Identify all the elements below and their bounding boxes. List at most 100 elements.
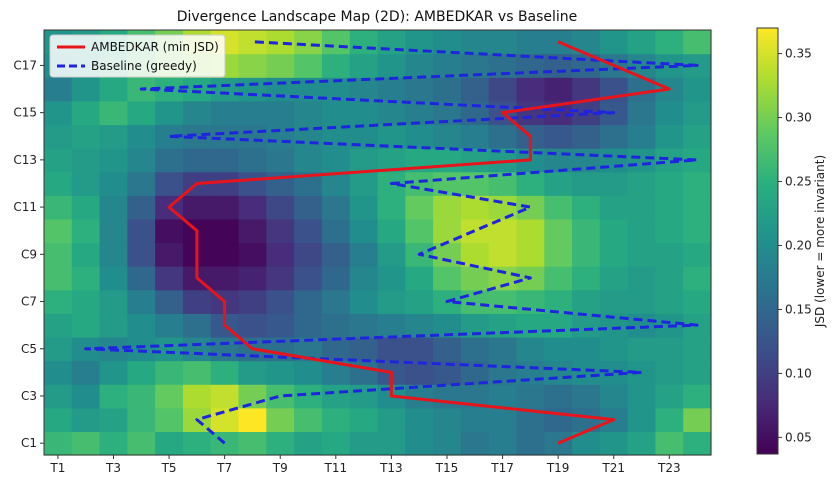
heatmap-cell	[294, 407, 323, 432]
heatmap-cell	[182, 77, 212, 102]
heatmap-cell	[349, 313, 379, 338]
heatmap-cell	[71, 77, 101, 102]
heatmap-cell	[182, 148, 212, 173]
heatmap-cell	[238, 195, 267, 220]
heatmap-cell	[599, 124, 629, 149]
heatmap-cell	[683, 195, 712, 220]
heatmap-cell	[182, 289, 212, 314]
heatmap-cell	[238, 360, 267, 385]
heatmap-cell	[266, 171, 295, 196]
heatmap-cell	[599, 384, 629, 409]
heatmap-cell	[377, 336, 406, 362]
heatmap-cell	[99, 195, 128, 220]
heatmap-cell	[294, 313, 323, 338]
heatmap-cell	[238, 407, 267, 432]
heatmap-cell	[405, 289, 434, 314]
heatmap-cell	[155, 313, 184, 338]
heatmap-cell	[127, 431, 156, 456]
heatmap-cell	[294, 266, 323, 291]
heatmap-cell	[294, 148, 323, 173]
colorbar-tick-label: 0.25	[785, 175, 812, 189]
heatmap-cell	[99, 171, 128, 196]
heatmap-cell	[182, 360, 212, 385]
heatmap-cell	[44, 266, 73, 291]
heatmap-cell	[44, 407, 73, 432]
heatmap-cell	[433, 431, 462, 456]
heatmap-cell	[405, 407, 434, 432]
legend-box	[49, 34, 226, 78]
heatmap-cell	[516, 384, 545, 409]
heatmap-cell	[44, 289, 73, 314]
heatmap-cell	[544, 77, 573, 102]
heatmap-cell	[599, 431, 629, 456]
heatmap-cell	[210, 171, 240, 196]
heatmap-cell	[377, 313, 406, 338]
heatmap-cell	[683, 242, 712, 267]
x-tick-label: T21	[601, 461, 625, 475]
heatmap-cell	[155, 336, 184, 362]
heatmap-cell	[44, 384, 73, 409]
heatmap-cell	[599, 218, 629, 244]
heatmap-cell	[655, 336, 684, 362]
heatmap-cell	[683, 384, 712, 409]
heatmap-cell	[321, 384, 351, 409]
heatmap-cell	[71, 100, 101, 126]
heatmap-cell	[460, 242, 490, 267]
heatmap-cell	[683, 30, 712, 55]
heatmap-cell	[210, 242, 240, 267]
heatmap-cell	[155, 266, 184, 291]
heatmap-cell	[266, 53, 295, 78]
heatmap-cell	[544, 289, 573, 314]
heatmap-cell	[683, 407, 712, 432]
heatmap-cell	[349, 148, 379, 173]
heatmap-cell	[655, 218, 684, 244]
heatmap-cell	[238, 289, 267, 314]
heatmap-cell	[488, 336, 518, 362]
heatmap-cell	[627, 100, 657, 126]
heatmap-cell	[516, 30, 545, 55]
heatmap-cell	[155, 242, 184, 267]
heatmap-cell	[655, 431, 684, 456]
heatmap-cell	[655, 360, 684, 385]
y-tick-label: C1	[21, 436, 37, 450]
heatmap-cell	[572, 195, 601, 220]
heatmap-cell	[127, 124, 156, 149]
heatmap-cell	[572, 171, 601, 196]
heatmap-cell	[71, 431, 101, 456]
legend-label-baseline: Baseline (greedy)	[91, 59, 197, 73]
heatmap-cell	[683, 77, 712, 102]
heatmap-cell	[655, 30, 684, 55]
heatmap-cell	[294, 289, 323, 314]
heatmap-cell	[71, 148, 101, 173]
heatmap-cell	[683, 171, 712, 196]
heatmap-cell	[182, 100, 212, 126]
heatmap-cell	[266, 266, 295, 291]
heatmap-cell	[655, 384, 684, 409]
heatmap-cell	[349, 360, 379, 385]
heatmap-cell	[321, 195, 351, 220]
heatmap-cell	[44, 195, 73, 220]
heatmap-cell	[488, 77, 518, 102]
x-tick-label: T19	[546, 461, 570, 475]
heatmap-cell	[266, 360, 295, 385]
heatmap-cell	[405, 266, 434, 291]
heatmap-cell	[99, 242, 128, 267]
heatmap-cell	[488, 431, 518, 456]
x-tick-label: T3	[105, 461, 121, 475]
x-tick-label: T9	[272, 461, 288, 475]
heatmap-cell	[238, 431, 267, 456]
heatmap-cell	[516, 195, 545, 220]
heatmap-cell	[127, 171, 156, 196]
heatmap-cell	[155, 360, 184, 385]
legend-label-ambedkar: AMBEDKAR (min JSD)	[91, 40, 219, 54]
heatmap-cell	[349, 407, 379, 432]
x-tick-label: T1	[49, 461, 65, 475]
heatmap-cell	[127, 148, 156, 173]
heatmap-cell	[627, 171, 657, 196]
heatmap-cell	[99, 218, 128, 244]
heatmap-cell	[210, 218, 240, 244]
heatmap-cell	[655, 100, 684, 126]
heatmap-cell	[44, 336, 73, 362]
heatmap-cell	[321, 313, 351, 338]
